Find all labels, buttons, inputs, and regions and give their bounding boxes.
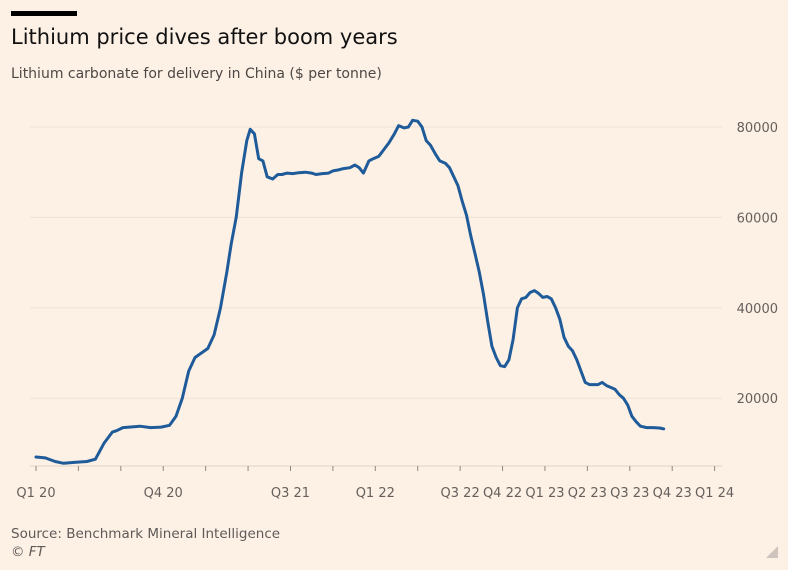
chart-subtitle: Lithium carbonate for delivery in China … [11, 66, 382, 82]
y-tick-label: 60000 [737, 211, 778, 226]
line-chart: Q1 20 Q4 20 Q3 21 Q1 22 Q3 22 Q4 22 Q1 23 Q2 23… [16, 118, 778, 501]
source-note: Source: Benchmark Mineral Intelligence [11, 526, 281, 542]
x-tick-label: Q1 24 [695, 486, 734, 501]
x-tick-label: Q4 23 [653, 486, 692, 501]
series-layer [34, 118, 666, 465]
x-tick-label: Q4 20 [144, 486, 183, 501]
x-tick-label: Q3 23 [610, 486, 649, 501]
y-axis: 20000 40000 60000 80000 [737, 121, 778, 407]
x-tick-label: Q3 22 [441, 486, 480, 501]
grid [30, 126, 722, 399]
chart-title: Lithium price dives after boom years [11, 25, 398, 49]
price-series-line [34, 118, 666, 465]
x-tick-label: Q3 21 [271, 486, 310, 501]
x-tick-label: Q1 20 [16, 486, 55, 501]
x-tick-label: Q2 23 [568, 486, 607, 501]
x-tick-label: Q1 22 [356, 486, 395, 501]
x-tick-label: Q1 23 [525, 486, 564, 501]
y-tick-label: 80000 [737, 121, 778, 136]
ft-top-bar [11, 11, 77, 16]
copyright-note: © FT [11, 544, 45, 560]
x-axis: Q1 20 Q4 20 Q3 21 Q1 22 Q3 22 Q4 22 Q1 23 Q2 23… [16, 465, 734, 501]
x-tick-label: Q4 22 [483, 486, 522, 501]
y-tick-label: 40000 [737, 302, 778, 317]
resize-corner-icon [766, 546, 778, 558]
y-tick-label: 20000 [737, 392, 778, 407]
